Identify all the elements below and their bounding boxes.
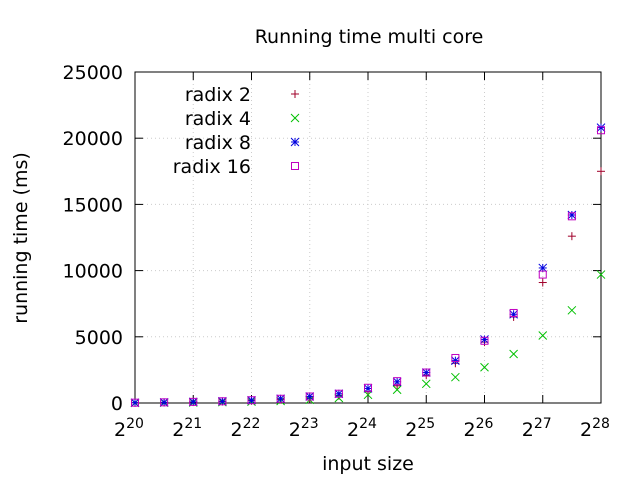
series-radix-2	[131, 167, 605, 407]
y-tick-label: 0	[111, 393, 123, 415]
data-point	[538, 331, 548, 340]
data-point	[451, 372, 460, 382]
data-point	[509, 349, 518, 359]
data-point	[480, 335, 489, 344]
data-point	[567, 210, 577, 220]
data-point	[334, 389, 343, 398]
grid	[135, 72, 601, 403]
legend-label: radix 2	[185, 84, 251, 106]
y-tick-label: 25000	[63, 62, 123, 84]
data-point	[131, 398, 139, 407]
data-point	[334, 389, 344, 399]
data-point	[567, 305, 577, 315]
data-point	[597, 126, 605, 135]
data-point	[247, 396, 256, 405]
x-tick-label: 221	[172, 416, 202, 441]
data-point	[480, 336, 489, 345]
data-point	[189, 397, 198, 406]
data-point	[159, 397, 169, 407]
y-tick-label: 15000	[63, 194, 123, 216]
data-point	[480, 362, 489, 372]
data-point	[451, 356, 460, 365]
legend-marker	[291, 162, 299, 170]
data-point	[597, 167, 605, 176]
data-point	[276, 394, 285, 403]
legend-label: radix 4	[185, 108, 251, 130]
x-tick-label: 226	[464, 416, 494, 441]
legend-marker	[290, 137, 300, 147]
data-point	[130, 398, 140, 408]
data-point	[509, 309, 518, 319]
data-point	[160, 398, 169, 407]
data-point	[218, 397, 227, 406]
x-tick-label: 220	[114, 416, 144, 441]
x-tick-label: 223	[289, 416, 319, 441]
legend-label: radix 16	[173, 156, 251, 178]
data-point	[567, 212, 576, 221]
data-point	[596, 270, 606, 279]
data-point	[364, 383, 372, 392]
y-tick-label: 10000	[63, 261, 123, 283]
chart-title: Running time multi core	[255, 26, 484, 48]
y-tick-label: 5000	[75, 327, 123, 349]
data-point	[509, 308, 518, 317]
y-axis-title: running time (ms)	[10, 152, 32, 324]
data-point	[247, 395, 256, 405]
data-point	[305, 392, 315, 401]
data-point	[305, 392, 314, 401]
data-point	[596, 123, 606, 132]
legend-label: radix 8	[185, 132, 251, 154]
x-tick-label: 225	[405, 416, 435, 441]
y-tick-label: 20000	[63, 128, 123, 150]
data-point	[421, 368, 431, 377]
data-point	[218, 396, 227, 406]
data-point	[392, 385, 402, 395]
data-point	[567, 232, 576, 241]
x-tick-label: 222	[231, 416, 261, 441]
legend-marker	[290, 113, 300, 123]
data-point	[538, 278, 547, 287]
x-tick-label: 228	[580, 416, 610, 441]
data-points	[130, 123, 606, 408]
legend-marker	[291, 90, 299, 98]
data-point	[188, 397, 198, 407]
data-point	[421, 379, 431, 389]
series-radix-16	[131, 126, 605, 407]
data-point	[334, 393, 344, 403]
data-point	[451, 353, 460, 362]
data-point	[538, 270, 547, 279]
axis-ticks: 0 5000 10000 15000 20000 25000 220 221 222 223 224…	[63, 62, 610, 441]
data-point	[422, 368, 431, 377]
x-axis-title: input size	[322, 453, 414, 475]
x-tick-label: 224	[347, 416, 377, 441]
data-point	[393, 377, 402, 386]
data-point	[363, 390, 373, 400]
x-tick-label: 227	[522, 416, 552, 441]
data-point	[276, 394, 285, 404]
